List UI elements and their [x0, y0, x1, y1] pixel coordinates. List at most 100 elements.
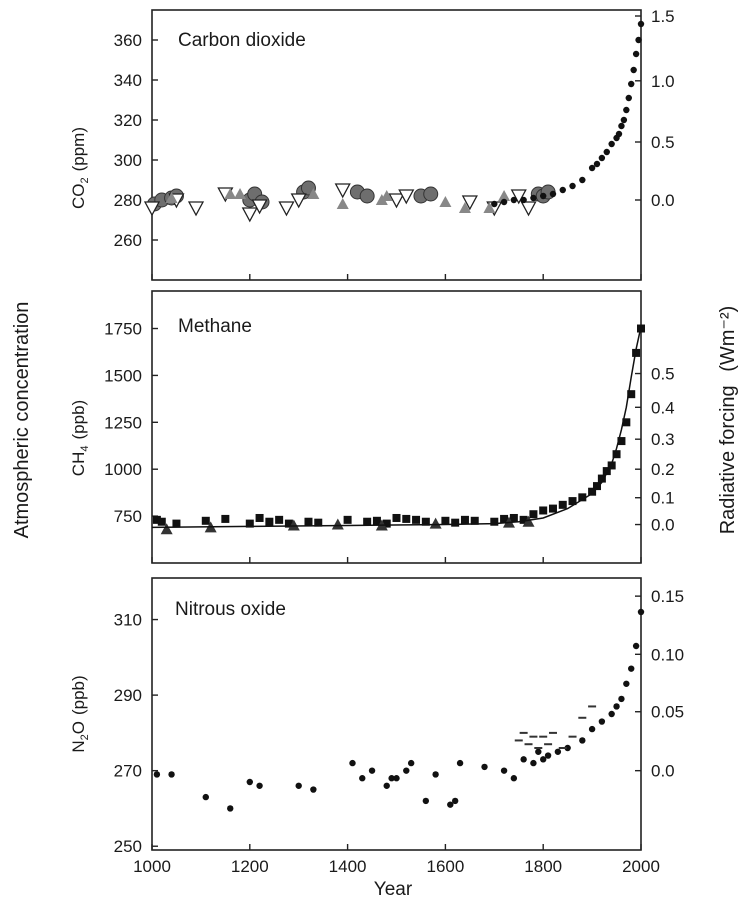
n2o-data-point — [456, 759, 464, 767]
ch4-data-point — [157, 517, 166, 526]
ch4-y-label-unit: (ppb) — [69, 400, 88, 440]
co2-right-tick-label: 0.0 — [651, 191, 675, 210]
co2-data-point — [251, 199, 268, 215]
co2-left-tick-label: 320 — [114, 111, 142, 130]
n2o-data-point — [579, 737, 586, 744]
n2o-data-point — [407, 759, 415, 767]
ch4-data-point — [304, 517, 313, 526]
x-tick-label: 2000 — [622, 857, 660, 876]
co2-y-label-unit: (ppm) — [69, 127, 88, 171]
n2o-right-ticks: 0.0 0.05 0.10 0.15 — [635, 587, 684, 781]
co2-data-point — [398, 189, 415, 205]
ch4-data-point — [509, 513, 518, 522]
co2-data-point — [336, 198, 349, 209]
co2-data-point — [632, 50, 640, 58]
n2o-data-point — [623, 680, 630, 687]
n2o-left-tick-label: 250 — [114, 837, 142, 856]
ch4-data-point — [172, 519, 181, 528]
methane-panel-title: Methane — [178, 316, 252, 337]
ch4-data-point — [382, 519, 391, 528]
methane-left-ticks: 750 1000 1250 1500 1750 — [104, 320, 642, 563]
ch4-data-point — [152, 515, 161, 524]
ch4-data-point — [519, 515, 528, 524]
ch4-data-point — [627, 390, 636, 399]
co2-data-point — [520, 201, 537, 217]
co2-data-point — [143, 201, 161, 217]
ch4-y-label-sub: 4 — [79, 446, 91, 452]
ch4-left-tick-label: 1250 — [104, 413, 142, 432]
co2-data-point — [608, 140, 615, 148]
co2-data-point — [520, 196, 527, 204]
ch4-data-point — [568, 497, 577, 506]
ch4-right-tick-label: 0.5 — [651, 365, 675, 384]
ch4-data-point — [539, 506, 548, 515]
n2o-data-point — [422, 797, 430, 805]
co2-right-ticks: 0.0 0.5 1.0 1.5 — [635, 7, 675, 210]
ch4-data-point — [275, 515, 284, 524]
co2-left-tick-label: 280 — [114, 191, 142, 210]
x-tick-label: 1200 — [231, 857, 269, 876]
n2o-data-marks — [153, 608, 645, 812]
ch4-data-point — [429, 517, 442, 529]
ch4-data-point — [412, 515, 421, 524]
n2o-data-point — [168, 771, 175, 778]
ch4-data-point — [470, 516, 479, 525]
n2o-y-label-main: N — [69, 740, 88, 752]
left-axis-label: Atmospheric concentration — [11, 302, 33, 539]
ch4-right-tick-label: 0.3 — [651, 430, 675, 449]
co2-data-point — [625, 94, 632, 102]
n2o-data-point — [359, 775, 366, 782]
n2o-data-point — [451, 797, 459, 805]
co2-y-label-sub: 2 — [79, 177, 91, 183]
n2o-data-point — [608, 710, 615, 718]
n2o-data-point — [202, 793, 209, 801]
n2o-data-point — [153, 771, 161, 778]
ch4-data-point — [314, 518, 323, 527]
n2o-right-tick-label: 0.15 — [651, 587, 684, 606]
n2o-left-tick-label: 290 — [114, 686, 142, 705]
n2o-data-point — [481, 763, 488, 771]
methane-panel: Methane CH4 (ppb) 750 1000 1250 1500 1750 0.0… — [69, 290, 675, 564]
ch4-data-point — [201, 516, 210, 525]
co2-data-point — [388, 193, 405, 209]
co2-data-point — [165, 192, 178, 203]
right-axis-label: Radiative forcing (Wm⁻²) — [717, 306, 739, 535]
ch4-data-point — [622, 418, 631, 427]
co2-data-point — [637, 20, 645, 28]
co2-data-point — [559, 186, 566, 194]
co2-data-point — [628, 80, 635, 88]
co2-data-point — [620, 116, 628, 124]
n2o-data-point — [588, 725, 596, 733]
co2-data-point — [598, 154, 606, 162]
co2-data-point — [579, 176, 586, 184]
ch4-data-point — [421, 517, 430, 526]
ch4-data-point — [441, 516, 450, 525]
ch4-right-tick-label: 0.4 — [651, 398, 675, 417]
ch4-data-point — [402, 514, 411, 523]
co2-y-axis-label: CO2 (ppm) — [69, 127, 91, 209]
co2-data-point — [498, 190, 511, 201]
ch4-right-tick-label: 0.0 — [651, 516, 675, 535]
ch4-data-point — [343, 515, 352, 524]
co2-data-point — [439, 196, 452, 207]
n2o-panel-title: Nitrous oxide — [175, 599, 286, 620]
co2-left-tick-label: 260 — [114, 231, 142, 250]
co2-right-tick-label: 0.5 — [651, 133, 675, 152]
n2o-data-point — [368, 767, 376, 774]
n2o-data-point — [540, 756, 547, 763]
ch4-data-point — [592, 482, 601, 491]
methane-right-ticks: 0.0 0.1 0.2 0.3 0.4 0.5 — [635, 365, 675, 535]
ch4-data-point — [617, 437, 626, 446]
co2-panel-title: Carbon dioxide — [178, 30, 306, 51]
co2-right-tick-label: 1.0 — [651, 72, 675, 91]
n2o-data-point — [520, 756, 527, 763]
co2-data-point — [540, 192, 547, 200]
n2o-y-label-unit: (ppb) — [69, 675, 88, 715]
ch4-left-tick-label: 750 — [114, 507, 142, 526]
ch4-data-point — [284, 519, 293, 528]
ch4-data-point — [460, 515, 469, 524]
co2-data-point — [618, 122, 625, 130]
co2-left-tick-label: 300 — [114, 151, 142, 170]
